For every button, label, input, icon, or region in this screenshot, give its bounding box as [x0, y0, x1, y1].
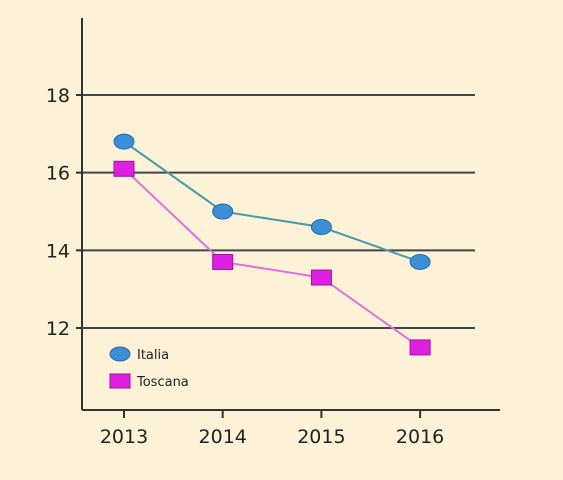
data-point-italia: [113, 133, 135, 150]
axes: [81, 18, 500, 411]
data-point-toscana: [212, 253, 234, 270]
series-line-toscana: [123, 168, 421, 349]
data-point-italia: [409, 253, 431, 270]
y-tick-label: 14: [46, 240, 70, 262]
legend-label-toscana: Toscana: [136, 375, 189, 390]
series-group: [113, 133, 431, 356]
x-tick-label: 2015: [297, 426, 345, 448]
x-tick-labels: 2013 2014 2015 2016: [100, 426, 444, 448]
x-tick-label: 2016: [396, 426, 444, 448]
data-point-toscana: [409, 339, 431, 356]
y-tick-label: 12: [46, 318, 70, 340]
y-tick-label: 16: [46, 163, 70, 185]
legend: Italia Toscana: [109, 346, 189, 390]
data-point-italia: [212, 203, 234, 220]
data-point-toscana: [113, 160, 135, 177]
x-tick-label: 2014: [199, 426, 247, 448]
y-tick-labels: 12 14 16 18: [46, 85, 70, 340]
data-point-toscana: [310, 269, 332, 286]
series-line-italia: [123, 140, 421, 263]
data-point-italia: [310, 219, 332, 236]
legend-label-italia: Italia: [137, 348, 169, 363]
legend-swatch-toscana: [109, 373, 131, 389]
x-tick-label: 2013: [100, 426, 148, 448]
gridlines: [76, 94, 475, 418]
legend-swatch-italia: [109, 346, 131, 362]
y-tick-label: 18: [46, 85, 70, 107]
